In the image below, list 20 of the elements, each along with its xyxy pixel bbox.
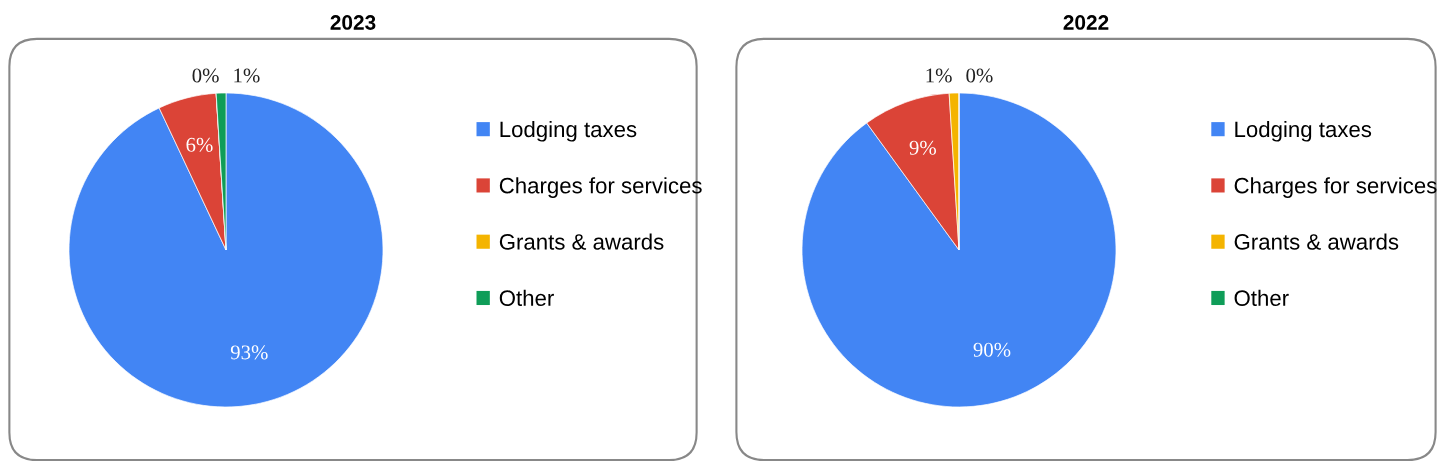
data-label: 1% — [234, 68, 260, 83]
legend-label: Grants & awards — [499, 233, 664, 250]
pie-slice — [801, 92, 1117, 408]
legend-label: Charges for services — [499, 177, 702, 198]
data-label: 1% — [926, 68, 952, 83]
legend-label: Other — [499, 289, 554, 307]
legend-label: Charges for services — [1234, 177, 1437, 198]
data-label: 6% — [186, 137, 213, 152]
legend-label: Lodging taxes — [1235, 120, 1372, 142]
data-label: 93% — [230, 345, 268, 360]
data-label: 90% — [973, 342, 1011, 357]
legend-label: Lodging taxes — [500, 120, 637, 142]
pie-slice — [68, 92, 384, 408]
data-label: 9% — [909, 140, 937, 155]
legend-label: Grants & awards — [1234, 233, 1399, 250]
text: 0% — [966, 68, 993, 83]
chart-title: 2022 — [1063, 15, 1109, 30]
legend-label: Other — [1234, 289, 1289, 307]
text: 0% — [192, 68, 219, 83]
chart-title: 2023 — [330, 15, 376, 30]
